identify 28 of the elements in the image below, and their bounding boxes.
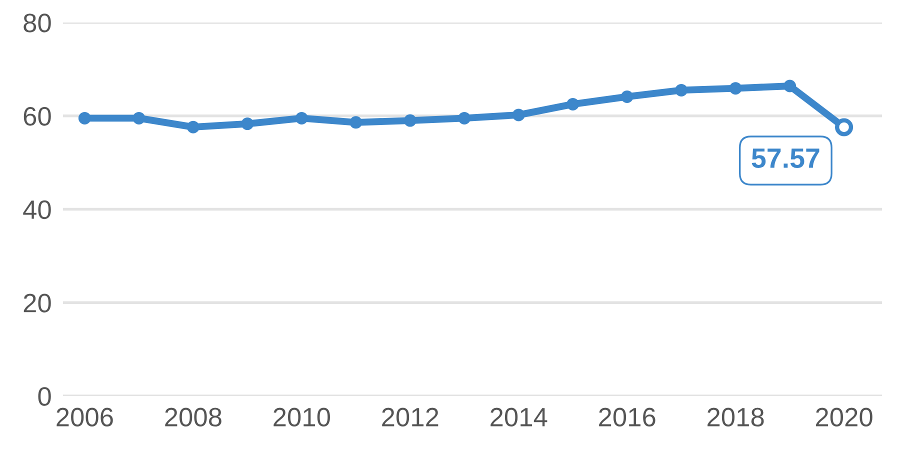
point <box>404 114 416 127</box>
x-tick-label: 2020 <box>816 408 872 426</box>
point <box>620 90 634 103</box>
point <box>241 118 254 130</box>
data-label: 57.57 <box>752 148 820 168</box>
point <box>784 80 796 92</box>
point <box>729 82 742 95</box>
y-tick-label: 60 <box>24 107 51 126</box>
x-tick-label: 2006 <box>56 408 113 426</box>
y-tick-label: 20 <box>24 294 51 312</box>
point <box>132 112 146 124</box>
point <box>512 108 525 122</box>
y-tick-label: 0 <box>38 387 51 406</box>
x-tick-label: 2008 <box>165 408 222 426</box>
x-tick-label: 2016 <box>599 408 656 426</box>
point <box>78 112 91 124</box>
point <box>295 112 308 124</box>
x-tick-label: 2014 <box>490 408 548 426</box>
point <box>458 112 471 124</box>
point <box>566 98 580 110</box>
x-tick-label: 2010 <box>274 408 330 426</box>
x-tick-label: 2012 <box>382 408 438 426</box>
point <box>350 116 362 129</box>
point <box>186 120 200 134</box>
y-tick-label: 40 <box>23 200 51 220</box>
point <box>675 84 688 96</box>
x-tick-label: 2018 <box>708 408 764 426</box>
y-tick-label: 80 <box>24 14 51 32</box>
